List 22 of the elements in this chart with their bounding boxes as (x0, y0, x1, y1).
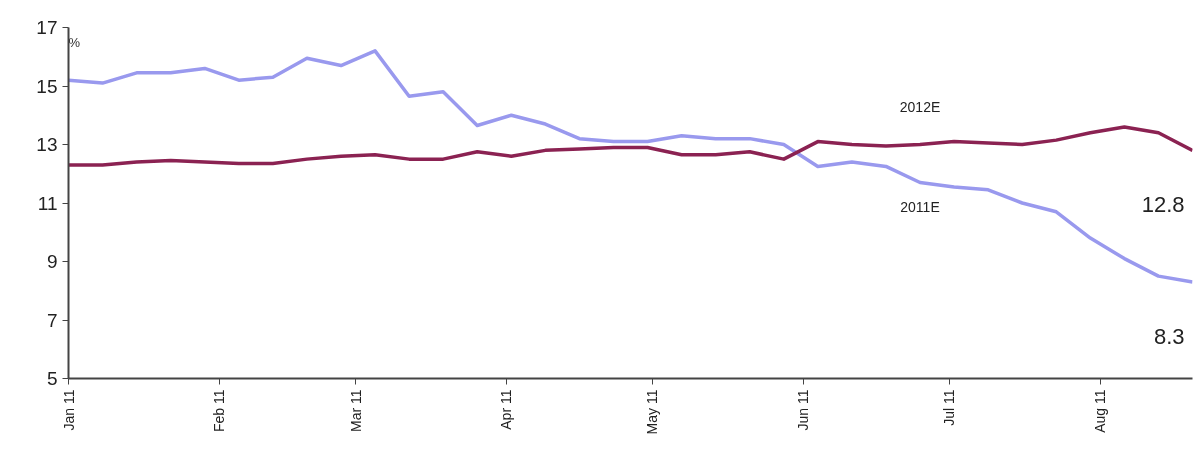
text: 2012E (899, 98, 941, 115)
y-axis-title: % (68, 34, 81, 50)
x-tick-label: Aug 11 (1092, 389, 1109, 433)
y-tick-label: 11 (37, 192, 58, 214)
series-label: 2011E (900, 198, 940, 215)
y-tick-label: 7 (46, 309, 58, 331)
x-tick-label: Jul 11 (941, 389, 958, 426)
y-tick-label: 9 (46, 251, 58, 272)
data-label: 8.3 (1153, 323, 1185, 349)
line-series (68, 125, 1193, 167)
data-label: 12.8 (1141, 192, 1185, 218)
x-tick-label: Mar 11 (347, 389, 364, 433)
y-tick-label: 13 (36, 134, 58, 155)
y-tick-label: 5 (46, 368, 58, 389)
y-tick-label: 17 (36, 17, 58, 38)
x-tick-label: Jan 11 (60, 389, 77, 431)
x-tick-label: May 11 (644, 389, 661, 435)
x-tick-label: Apr 11 (498, 389, 515, 430)
x-tick-label: Jun 11 (795, 389, 812, 431)
x-tick-label: Feb 11 (211, 389, 228, 433)
y-tick-label: 15 (36, 75, 58, 97)
line-series (68, 49, 1193, 284)
